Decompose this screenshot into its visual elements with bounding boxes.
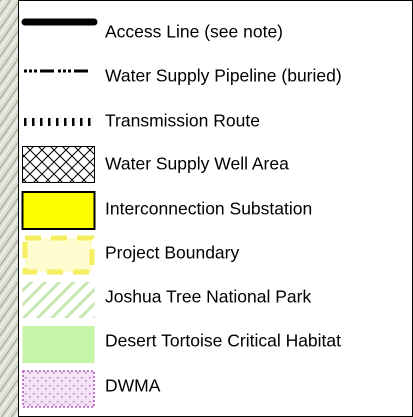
legend-label: Transmission Route [105, 111, 260, 131]
symbol-well-area [23, 147, 95, 183]
symbol-critical-habitat [23, 326, 95, 363]
legend-label: Joshua Tree National Park [105, 287, 311, 307]
symbol-national-park [23, 282, 95, 318]
symbol-substation [23, 192, 95, 229]
map-edge [0, 0, 19, 417]
legend-label: Desert Tortoise Critical Habitat [105, 331, 341, 351]
legend-map: Access Line (see note) Water Supply Pipel… [0, 0, 413, 417]
legend-label: Water Supply Well Area [105, 154, 289, 174]
legend-label: Access Line (see note) [105, 22, 283, 42]
legend-label: DWMA [105, 376, 161, 396]
legend-label: Interconnection Substation [105, 199, 312, 219]
symbol-project-boundary [25, 238, 92, 272]
legend-label: Water Supply Pipeline (buried) [105, 66, 342, 86]
symbol-dwma [23, 371, 94, 407]
page: Access Line (see note) Water Supply Pipel… [0, 0, 413, 417]
legend-label: Project Boundary [105, 243, 239, 263]
